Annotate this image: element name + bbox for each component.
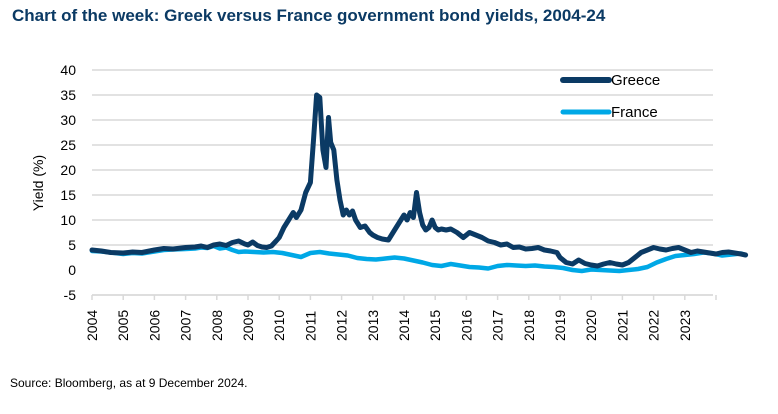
x-tick-label: 2017 (490, 310, 506, 341)
y-tick-label: 30 (60, 112, 76, 128)
y-tick-label: 10 (60, 212, 76, 228)
x-tick-label: 2023 (677, 310, 693, 341)
x-tick-label: 2012 (334, 310, 350, 341)
x-tick-label: 2016 (458, 310, 474, 341)
x-axis-ticks: 2004 2005 2006 2007 2008 2009 2010 2011 2012 2013… (84, 310, 693, 341)
x-tick-label: 2004 (84, 310, 100, 341)
x-tick-label: 2021 (614, 310, 630, 341)
x-tick-label: 2005 (115, 310, 131, 341)
x-tick-label: 2020 (583, 310, 599, 341)
gridlines (91, 69, 717, 300)
legend-label-greece: Greece (611, 72, 660, 89)
series-line-greece (89, 92, 749, 269)
y-axis-ticks: 40 35 30 25 20 15 10 5 0 -5 (60, 62, 76, 303)
x-tick-label: 2013 (365, 310, 381, 341)
y-tick-label: 5 (68, 237, 76, 253)
x-tick-label: 2014 (396, 310, 412, 341)
y-tick-label: 40 (60, 62, 76, 78)
y-tick-label: -5 (64, 287, 77, 303)
legend-label-france: France (611, 104, 658, 121)
y-axis-label: Yield (%) (30, 155, 46, 211)
y-tick-label: 20 (60, 162, 76, 178)
x-tick-label: 2006 (146, 310, 162, 341)
y-tick-label: 25 (60, 137, 76, 153)
chart-title: Chart of the week: Greek versus France g… (12, 6, 606, 25)
x-tick-label: 2015 (427, 310, 443, 341)
series-lines (89, 92, 749, 274)
legend: Greece France (560, 72, 660, 121)
x-tick-label: 2010 (271, 310, 287, 341)
y-tick-label: 0 (68, 262, 76, 278)
y-tick-label: 15 (60, 187, 76, 203)
x-tick-label: 2007 (178, 310, 194, 341)
x-tick-label: 2018 (521, 310, 537, 341)
y-tick-label: 35 (60, 87, 76, 103)
x-tick-label: 2011 (302, 311, 318, 341)
x-tick-label: 2022 (646, 310, 662, 341)
x-tick-label: 2009 (240, 310, 256, 341)
x-tick-label: 2008 (209, 310, 225, 341)
source-note: Source: Bloomberg, as at 9 December 2024… (10, 376, 248, 390)
x-tick-label: 2019 (552, 310, 568, 341)
